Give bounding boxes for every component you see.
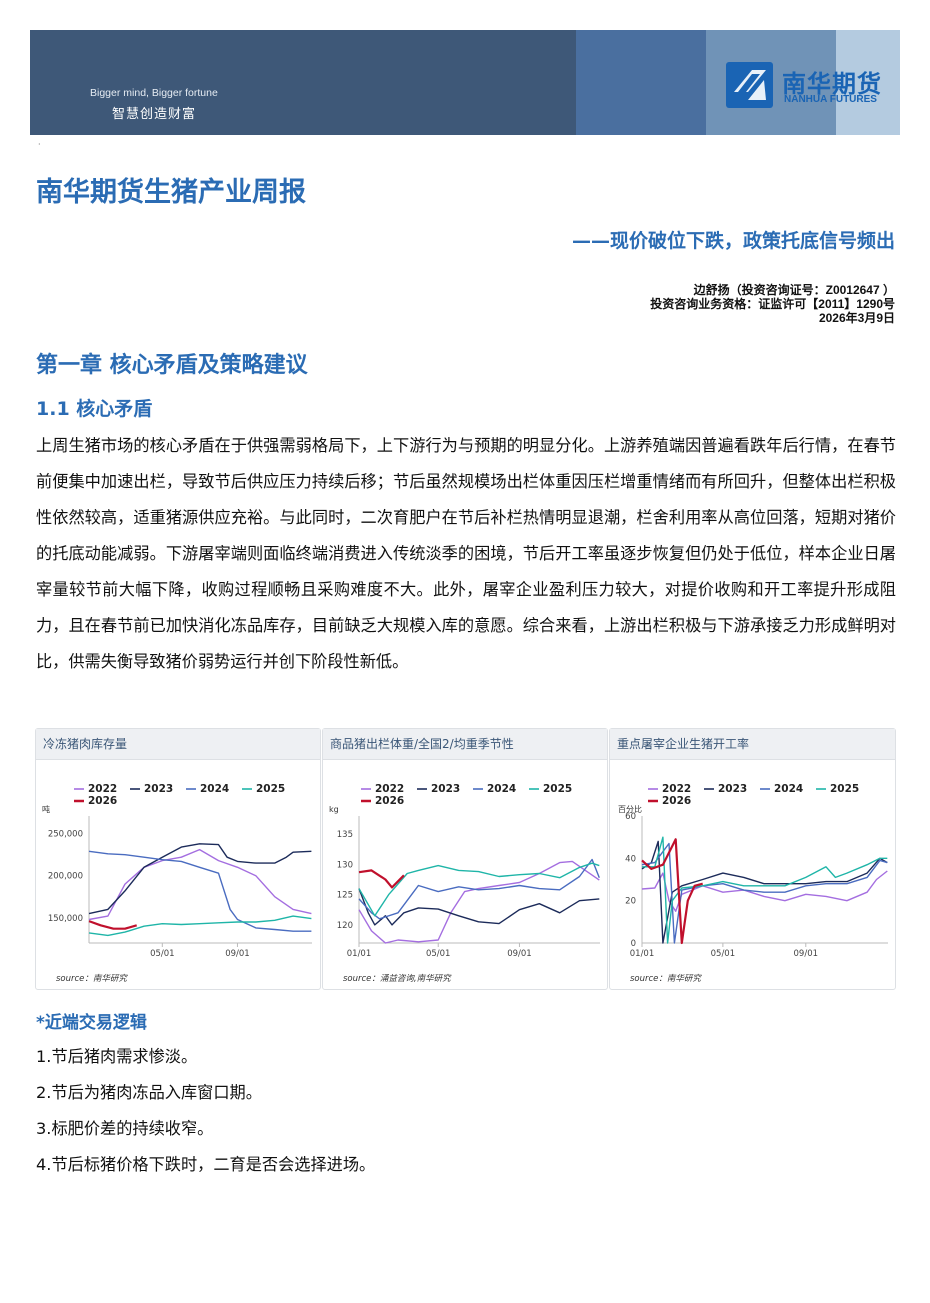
series-line-2026 — [641, 838, 703, 945]
logic-item: 4.节后标猪价格下跌时，二育是否会选择进场。 — [36, 1155, 376, 1174]
x-tick-label: 09/01 — [225, 949, 250, 959]
series-line-2022 — [358, 860, 600, 944]
legend-label: 2022 — [662, 783, 691, 795]
author-block: 边舒扬（投资咨询证号：Z0012647 ） 投资咨询业务资格：证监许可【2011… — [650, 283, 895, 325]
chart-title: 冷冻猪肉库存量 — [36, 729, 320, 760]
nanhua-logo: 南华期货 NANHUA FUTURES — [726, 62, 901, 110]
chart-source: source：南华研究 — [630, 973, 702, 984]
logic-item: 3.标肥价差的持续收窄。 — [36, 1119, 214, 1138]
x-tick-label: 09/01 — [507, 949, 532, 959]
dot-mark: · — [38, 140, 41, 149]
logic-item: 1.节后猪肉需求惨淡。 — [36, 1047, 198, 1066]
series-line-2026 — [88, 920, 138, 930]
series-line-2026 — [358, 869, 405, 889]
body-paragraph: 上周生猪市场的核心矛盾在于供强需弱格局下，上下游行为与预期的明显分化。上游养殖端… — [36, 436, 896, 671]
series-line-2025 — [642, 836, 888, 944]
y-tick-label: 250,000 — [48, 830, 83, 840]
x-tick-label: 01/01 — [347, 949, 372, 959]
chart-panel-slaughter-weight: 商品猪出栏体重/全国2/均重季节性 2022 2023 2024 2025 2026 kg… — [322, 728, 608, 990]
series-line-2022 — [88, 848, 312, 921]
chart-panel-operating-rate: 重点屠宰企业生猪开工率 2022 2023 2024 2025 2026 百分比 0 20 40… — [609, 728, 896, 990]
legend-label: 2024 — [487, 783, 516, 795]
banner-segment: Bigger mind, Bigger fortune 智慧创造财富 — [30, 30, 576, 135]
logic-heading: *近端交易逻辑 — [36, 1013, 147, 1033]
legend-label: 2022 — [88, 783, 117, 795]
legend-label: 2025 — [830, 783, 859, 795]
report-title: 南华期货生猪产业周报 — [36, 177, 306, 208]
legend-label: 2024 — [774, 783, 803, 795]
legend-label: 2024 — [200, 783, 229, 795]
section-heading: 1.1 核心矛盾 — [36, 398, 153, 420]
chart-panel-frozen-pork: 冷冻猪肉库存量 2022 2023 2024 2025 2026 吨 150,000 200,… — [35, 728, 321, 990]
chart-source: source：涌益咨询,南华研究 — [343, 973, 452, 984]
series-line-2024 — [88, 850, 312, 932]
series-line-2024 — [358, 858, 600, 920]
author-name: 边舒扬（投资咨询证号：Z0012647 ） — [693, 283, 895, 297]
series-line-2023 — [358, 888, 600, 926]
legend-label: 2023 — [431, 783, 460, 795]
legend-label: 2026 — [375, 795, 404, 807]
y-tick-label: 120 — [337, 921, 353, 931]
logo-text-cn: 南华期货 — [782, 70, 882, 98]
y-axis-unit: 百分比 — [618, 804, 642, 814]
legend-label: 2023 — [144, 783, 173, 795]
legend-label: 2025 — [543, 783, 572, 795]
chart-operating-rate: 2022 2023 2024 2025 2026 百分比 0 20 40 60 01/01 05/01… — [618, 783, 888, 984]
banner-segment — [576, 30, 706, 135]
series-line-2023 — [88, 843, 312, 915]
report-date: 2026年3月9日 — [818, 311, 895, 325]
banner-segment — [836, 30, 900, 135]
legend-label: 2026 — [88, 795, 117, 807]
logic-item: 2.节后为猪肉冻品入库窗口期。 — [36, 1083, 262, 1102]
x-tick-label: 05/01 — [711, 949, 736, 959]
logo-mark-icon — [726, 62, 773, 108]
series-line-2023 — [641, 840, 888, 944]
legend-label: 2026 — [662, 795, 691, 807]
slogan-cn: 智慧创造财富 — [112, 107, 197, 122]
x-tick-label: 05/01 — [426, 949, 451, 959]
chart-source: source：南华研究 — [56, 973, 128, 984]
legend-label: 2025 — [256, 783, 285, 795]
y-tick-label: 200,000 — [48, 872, 83, 882]
y-axis-unit: kg — [329, 805, 339, 814]
y-tick-label: 0 — [631, 939, 636, 949]
x-tick-label: 01/01 — [630, 949, 655, 959]
y-tick-label: 20 — [625, 897, 636, 907]
x-tick-label: 09/01 — [794, 949, 819, 959]
author-license: 投资咨询业务资格：证监许可【2011】1290号 — [650, 297, 895, 311]
y-tick-label: 130 — [337, 860, 353, 870]
header-banner: Bigger mind, Bigger fortune 智慧创造财富 — [30, 30, 900, 135]
chart-slaughter-weight: 2022 2023 2024 2025 2026 kg 120 125 130 135 01/01 0… — [329, 783, 600, 984]
y-tick-label: 40 — [625, 854, 636, 864]
legend-label: 2022 — [375, 783, 404, 795]
y-tick-label: 135 — [337, 830, 353, 840]
legend-label: 2023 — [718, 783, 747, 795]
report-subtitle: ——现价破位下跌，政策托底信号频出 — [571, 230, 895, 252]
y-axis-unit: 吨 — [42, 804, 50, 814]
logo-text-en: NANHUA FUTURES — [784, 94, 877, 105]
y-tick-label: 125 — [337, 891, 353, 901]
series-line-2024 — [641, 842, 888, 944]
chart-frozen-pork-inventory: 2022 2023 2024 2025 2026 吨 150,000 200,000 250,0… — [42, 783, 312, 984]
y-tick-label: 150,000 — [48, 914, 83, 924]
chart-title: 重点屠宰企业生猪开工率 — [610, 729, 895, 760]
series-line-2025 — [358, 862, 600, 917]
y-tick-label: 60 — [625, 812, 636, 822]
chart-title: 商品猪出栏体重/全国2/均重季节性 — [323, 729, 607, 760]
slogan-en: Bigger mind, Bigger fortune — [90, 87, 218, 99]
series-line-2025 — [88, 915, 312, 937]
chapter-heading: 第一章 核心矛盾及策略建议 — [36, 353, 308, 378]
x-tick-label: 05/01 — [150, 949, 175, 959]
